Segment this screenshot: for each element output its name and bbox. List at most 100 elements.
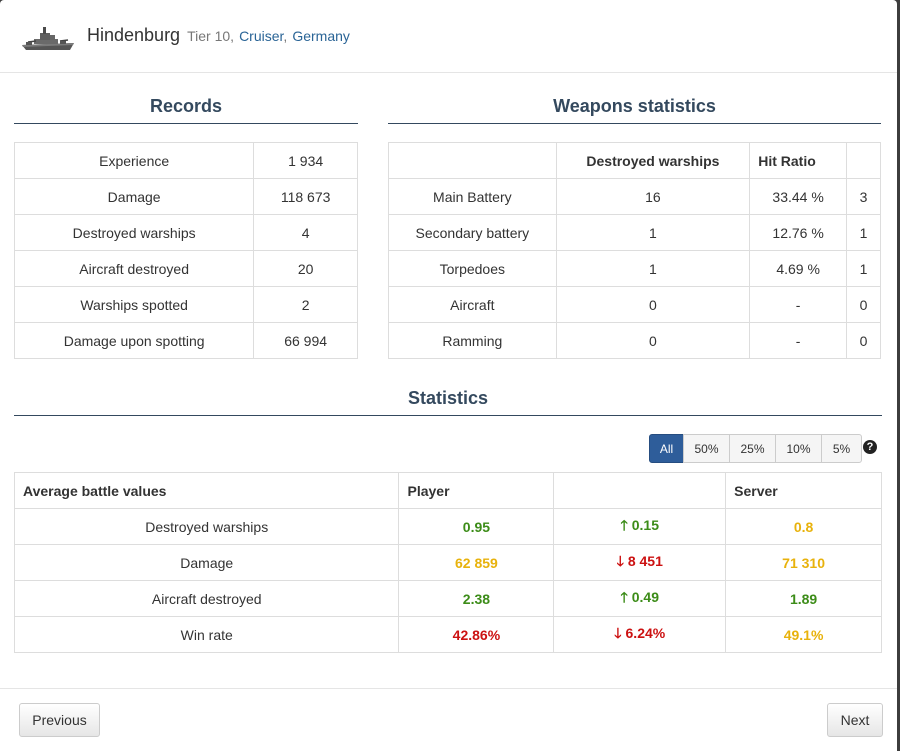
weapon-destroyed: 1 <box>555 250 751 287</box>
stat-diff: 🡑 0.15 <box>553 508 727 545</box>
record-value: 20 <box>253 250 358 287</box>
stat-player-value: 2.38 <box>398 580 555 617</box>
weapons-header-weapon <box>388 142 557 179</box>
ship-separator: , <box>283 28 288 44</box>
weapons-row: Ramming 0-0 <box>388 322 881 359</box>
filter-25-button[interactable]: 25% <box>729 434 776 463</box>
weapons-row: Main Battery 16 33.44 % 3 <box>388 178 881 215</box>
stat-label: Damage <box>13 544 400 581</box>
stat-label: Destroyed warships <box>13 508 400 545</box>
statistics-row: Damage 62 859 🡓 8 451 71 310 <box>13 544 882 581</box>
ship-image <box>22 27 74 50</box>
weapon-name: Secondary battery <box>388 214 557 251</box>
stat-diff: 🡓 8 451 <box>553 544 727 581</box>
weapon-hit-ratio: 33.44 % <box>749 178 848 215</box>
arrow-down-icon: 🡓 <box>614 624 622 641</box>
records-row: Experience 1 934 <box>13 142 358 179</box>
weapon-hit-ratio: - <box>749 322 848 359</box>
statistics-title: Statistics <box>14 388 882 416</box>
ship-tier: Tier 10, <box>187 28 235 44</box>
percentile-filter-group: All 50% 25% 10% 5% <box>649 434 862 463</box>
stat-diff-value: 6.24% <box>625 624 666 641</box>
weapons-header-hit-ratio: Hit Ratio <box>749 142 848 179</box>
weapons-table: Destroyed warships Hit Ratio Main Batter… <box>388 142 881 359</box>
ship-title: Hindenburg Tier 10, Cruiser, Germany <box>87 25 350 46</box>
stat-diff-value: 0.15 <box>631 516 659 533</box>
record-value: 66 994 <box>253 322 358 359</box>
filter-50-button[interactable]: 50% <box>683 434 730 463</box>
statistics-header-row: Average battle values Player Server <box>13 472 882 509</box>
record-label: Experience <box>13 142 255 179</box>
ship-nation-link[interactable]: Germany <box>292 28 350 44</box>
records-row: Destroyed warships 4 <box>13 214 358 251</box>
weapons-row: Secondary battery 1 12.76 % 1 <box>388 214 881 251</box>
weapon-hit-ratio: 12.76 % <box>749 214 848 251</box>
weapon-extra: 1 <box>846 250 881 287</box>
weapon-extra: 0 <box>846 286 881 323</box>
record-value: 2 <box>253 286 358 323</box>
arrow-up-icon: 🡑 <box>620 516 628 533</box>
weapons-header-extra <box>846 142 881 179</box>
filter-all-button[interactable]: All <box>649 434 684 463</box>
record-label: Damage upon spotting <box>13 322 255 359</box>
arrow-up-icon: 🡑 <box>620 588 628 605</box>
weapon-destroyed: 16 <box>555 178 751 215</box>
weapon-destroyed: 0 <box>555 286 751 323</box>
weapon-name: Main Battery <box>388 178 557 215</box>
weapons-row: Torpedoes 1 4.69 % 1 <box>388 250 881 287</box>
weapon-name: Aircraft <box>388 286 557 323</box>
weapons-header-destroyed: Destroyed warships <box>555 142 751 179</box>
ship-name: Hindenburg <box>87 25 181 45</box>
weapon-destroyed: 0 <box>555 322 751 359</box>
records-row: Damage upon spotting 66 994 <box>13 322 358 359</box>
records-row: Damage 118 673 <box>13 178 358 215</box>
statistics-row: Aircraft destroyed 2.38 🡑 0.49 1.89 <box>13 580 882 617</box>
stat-server-value: 0.8 <box>725 508 882 545</box>
stat-player-value: 42.86% <box>398 616 555 653</box>
stats-header-server: Server <box>725 472 882 509</box>
stats-header-player: Player <box>398 472 555 509</box>
weapon-extra: 1 <box>846 214 881 251</box>
stat-player-value: 62 859 <box>398 544 555 581</box>
record-label: Aircraft destroyed <box>13 250 255 287</box>
record-value: 4 <box>253 214 358 251</box>
next-button[interactable]: Next <box>827 703 883 737</box>
stats-header-label: Average battle values <box>13 472 400 509</box>
stat-player-value: 0.95 <box>398 508 555 545</box>
filter-5-button[interactable]: 5% <box>821 434 862 463</box>
weapons-title: Weapons statistics <box>388 96 881 124</box>
weapon-name: Torpedoes <box>388 250 557 287</box>
filter-10-button[interactable]: 10% <box>775 434 822 463</box>
stat-label: Win rate <box>13 616 400 653</box>
record-value: 1 934 <box>253 142 358 179</box>
weapon-hit-ratio: - <box>749 286 848 323</box>
weapons-row: Aircraft 0-0 <box>388 286 881 323</box>
stat-server-value: 1.89 <box>725 580 882 617</box>
record-label: Damage <box>13 178 255 215</box>
records-title: Records <box>14 96 358 124</box>
stat-diff-value: 0.49 <box>631 588 659 605</box>
weapon-destroyed: 1 <box>555 214 751 251</box>
ship-class-link[interactable]: Cruiser <box>239 28 284 44</box>
statistics-table: Average battle values Player Server Dest… <box>13 472 882 653</box>
stat-server-value: 49.1% <box>725 616 882 653</box>
records-row: Warships spotted 2 <box>13 286 358 323</box>
weapon-name: Ramming <box>388 322 557 359</box>
record-label: Destroyed warships <box>13 214 255 251</box>
help-icon[interactable]: ? <box>863 440 877 454</box>
previous-button[interactable]: Previous <box>19 703 100 737</box>
stat-diff: 🡓 6.24% <box>553 616 727 653</box>
statistics-row: Destroyed warships 0.95 🡑 0.15 0.8 <box>13 508 882 545</box>
arrow-down-icon: 🡓 <box>616 552 624 569</box>
record-value: 118 673 <box>253 178 358 215</box>
statistics-row: Win rate 42.86% 🡓 6.24% 49.1% <box>13 616 882 653</box>
weapon-extra: 0 <box>846 322 881 359</box>
weapon-extra: 3 <box>846 178 881 215</box>
stat-diff: 🡑 0.49 <box>553 580 727 617</box>
records-row: Aircraft destroyed 20 <box>13 250 358 287</box>
modal-footer <box>0 688 897 689</box>
weapon-hit-ratio: 4.69 % <box>749 250 848 287</box>
stat-diff-value: 8 451 <box>627 552 663 569</box>
records-table: Experience 1 934 Damage 118 673 Destroyed wa… <box>13 142 358 359</box>
